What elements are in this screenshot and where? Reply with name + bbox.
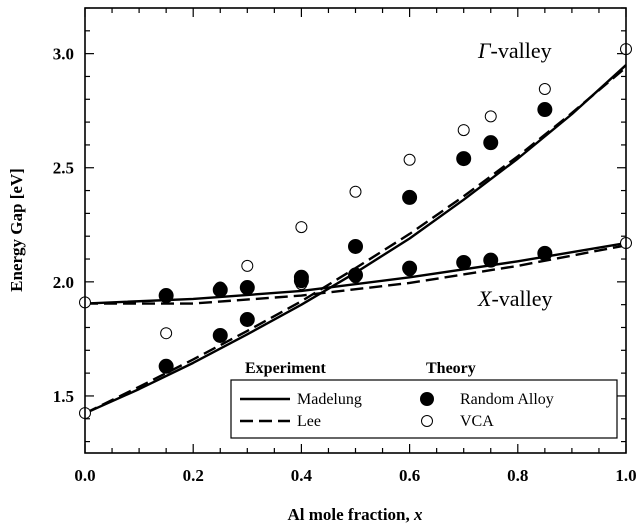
y-tick-label: 3.0: [53, 45, 74, 64]
x-axis-title-main: Al mole fraction,: [287, 505, 414, 524]
random-alloy-point: [158, 358, 174, 374]
vca-point: [538, 83, 551, 96]
random-alloy-point: [456, 151, 472, 167]
x-tick-label: 0.4: [291, 466, 313, 485]
legend-theory-header: Theory: [426, 360, 476, 377]
x-valley-annotation: X-valley: [477, 286, 553, 311]
x-tick-label: 0.2: [183, 466, 204, 485]
vca-point: [349, 185, 362, 198]
vca-point: [403, 153, 416, 166]
x-tick-label: 0.8: [507, 466, 528, 485]
random-alloy-point: [537, 245, 553, 261]
x-symbol: X: [477, 286, 493, 311]
x-axis-title: Al mole fraction, x: [287, 505, 423, 524]
y-tick-label: 1.5: [53, 387, 74, 406]
vca-point: [295, 221, 308, 234]
legend-vca-marker: [421, 415, 433, 427]
legend-experiment-header: Experiment: [245, 360, 327, 377]
y-axis-title: Energy Gap [eV]: [7, 168, 26, 292]
random-alloy-point: [212, 282, 228, 298]
random-alloy-point: [348, 267, 363, 283]
x-valley-text: -valley: [491, 286, 552, 311]
vca-point: [160, 327, 173, 340]
y-tick-label: 2.5: [53, 159, 74, 178]
x-axis-title-variable: x: [413, 505, 423, 524]
random-alloy-point: [483, 252, 499, 268]
legend-random-alloy-label: Random Alloy: [460, 391, 554, 408]
legend-box: [230, 379, 618, 439]
random-alloy-point: [402, 189, 418, 205]
random-alloy-point: [402, 260, 418, 276]
gamma-valley-text: -valley: [491, 38, 552, 63]
legend-lee-label: Lee: [297, 413, 321, 430]
random-alloy-point: [158, 288, 174, 304]
tick-labels: 0.0 0.2 0.4 0.6 0.8 1.0 1.5 2.0 2.5 3.0: [53, 45, 637, 485]
random-alloy-point: [239, 280, 255, 296]
random-alloy-point: [456, 254, 472, 270]
legend-madelung-label: Madelung: [297, 391, 362, 408]
y-tick-label: 2.0: [53, 273, 74, 292]
random-alloy-point: [483, 135, 499, 151]
madelung-x-curve: [84, 241, 627, 305]
gamma-symbol: Γ: [477, 38, 492, 63]
data-markers: [79, 43, 632, 420]
vca-point: [484, 110, 497, 123]
x-tick-label: 1.0: [615, 466, 636, 485]
random-alloy-point: [293, 273, 309, 289]
random-alloy-point: [537, 102, 553, 118]
vca-point: [241, 259, 254, 272]
x-tick-label: 0.6: [399, 466, 420, 485]
x-tick-label: 0.0: [74, 466, 95, 485]
random-alloy-point: [239, 312, 255, 327]
vca-point: [457, 124, 470, 137]
gamma-valley-annotation: Γ-valley: [477, 38, 552, 63]
random-alloy-point: [348, 238, 363, 254]
legend-vca-label: VCA: [460, 413, 494, 430]
legend-random-alloy-marker: [420, 392, 434, 406]
legend: Experiment Theory Madelung Lee Random Al…: [230, 360, 618, 439]
lee-x-curve: [85, 244, 627, 305]
axis-ticks: [84, 7, 627, 453]
plot-frame: [84, 7, 627, 454]
random-alloy-point: [212, 327, 228, 343]
